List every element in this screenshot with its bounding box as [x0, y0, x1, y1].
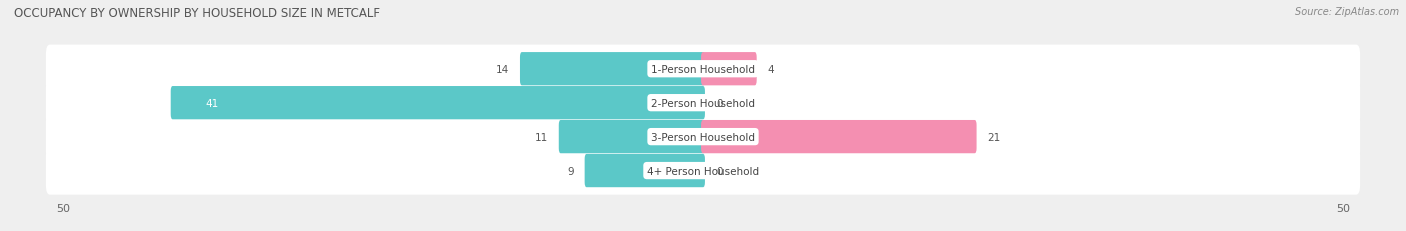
- Text: 4+ Person Household: 4+ Person Household: [647, 166, 759, 176]
- Text: 0: 0: [716, 98, 723, 108]
- FancyBboxPatch shape: [702, 53, 756, 86]
- FancyBboxPatch shape: [46, 113, 1360, 161]
- Text: 3-Person Household: 3-Person Household: [651, 132, 755, 142]
- Text: 14: 14: [496, 64, 509, 74]
- Text: 1-Person Household: 1-Person Household: [651, 64, 755, 74]
- FancyBboxPatch shape: [585, 154, 704, 187]
- Text: 50: 50: [1336, 203, 1350, 213]
- Text: 21: 21: [987, 132, 1001, 142]
- FancyBboxPatch shape: [46, 147, 1360, 195]
- FancyBboxPatch shape: [558, 120, 704, 154]
- Text: Source: ZipAtlas.com: Source: ZipAtlas.com: [1295, 7, 1399, 17]
- FancyBboxPatch shape: [520, 53, 704, 86]
- FancyBboxPatch shape: [46, 79, 1360, 127]
- Text: 4: 4: [768, 64, 775, 74]
- FancyBboxPatch shape: [702, 120, 977, 154]
- FancyBboxPatch shape: [46, 46, 1360, 93]
- Text: 9: 9: [567, 166, 574, 176]
- Text: 2-Person Household: 2-Person Household: [651, 98, 755, 108]
- FancyBboxPatch shape: [170, 87, 704, 120]
- Text: 0: 0: [716, 166, 723, 176]
- Text: 41: 41: [205, 98, 218, 108]
- Text: 50: 50: [56, 203, 70, 213]
- Text: OCCUPANCY BY OWNERSHIP BY HOUSEHOLD SIZE IN METCALF: OCCUPANCY BY OWNERSHIP BY HOUSEHOLD SIZE…: [14, 7, 380, 20]
- Text: 11: 11: [534, 132, 548, 142]
